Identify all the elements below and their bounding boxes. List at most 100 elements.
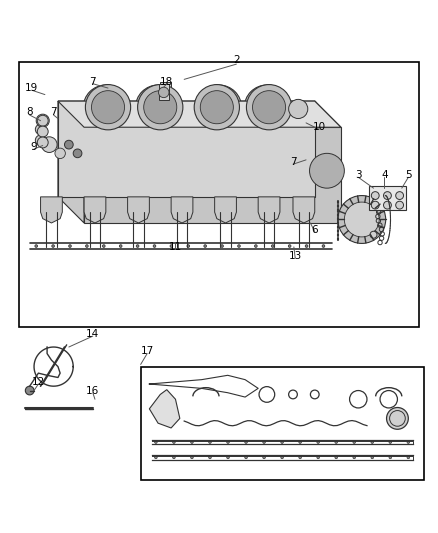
Text: 13: 13	[289, 251, 302, 261]
Circle shape	[387, 408, 408, 429]
Text: 19: 19	[25, 83, 39, 93]
Circle shape	[52, 245, 54, 247]
Polygon shape	[58, 101, 84, 223]
Circle shape	[73, 149, 82, 158]
Circle shape	[155, 441, 157, 443]
Circle shape	[170, 245, 173, 247]
Circle shape	[238, 245, 240, 247]
Circle shape	[89, 91, 122, 124]
Circle shape	[317, 456, 319, 459]
Ellipse shape	[37, 137, 48, 148]
Circle shape	[221, 245, 223, 247]
Circle shape	[353, 441, 356, 443]
Circle shape	[141, 91, 175, 124]
Circle shape	[384, 192, 391, 199]
Circle shape	[227, 441, 230, 443]
Circle shape	[202, 91, 236, 124]
Circle shape	[299, 456, 301, 459]
Circle shape	[281, 441, 283, 443]
Circle shape	[254, 245, 257, 247]
Circle shape	[247, 85, 292, 130]
Polygon shape	[258, 197, 280, 223]
Circle shape	[173, 441, 175, 443]
Circle shape	[407, 456, 410, 459]
Ellipse shape	[37, 115, 48, 126]
Polygon shape	[149, 390, 180, 428]
Ellipse shape	[37, 126, 48, 137]
Bar	[19, 62, 419, 327]
Polygon shape	[171, 197, 193, 223]
Text: 7: 7	[290, 157, 296, 167]
Circle shape	[138, 85, 183, 130]
Circle shape	[272, 245, 274, 247]
Circle shape	[159, 87, 169, 98]
Text: 2: 2	[233, 55, 240, 65]
Circle shape	[344, 202, 379, 237]
Circle shape	[135, 85, 181, 130]
Text: 18: 18	[160, 77, 173, 86]
Text: 14: 14	[86, 329, 99, 339]
Circle shape	[35, 135, 46, 146]
Circle shape	[85, 85, 131, 130]
Circle shape	[371, 456, 374, 459]
Circle shape	[288, 245, 291, 247]
Circle shape	[384, 201, 391, 209]
Circle shape	[191, 441, 193, 443]
Circle shape	[196, 85, 242, 130]
Circle shape	[371, 441, 374, 443]
Text: 3: 3	[355, 170, 362, 180]
Circle shape	[244, 85, 290, 130]
Circle shape	[200, 91, 233, 124]
Circle shape	[85, 245, 88, 247]
Circle shape	[204, 245, 206, 247]
Circle shape	[36, 114, 49, 127]
Text: 9: 9	[31, 142, 37, 152]
Polygon shape	[58, 101, 315, 197]
Circle shape	[317, 441, 319, 443]
Bar	[159, 84, 169, 100]
Circle shape	[338, 196, 386, 244]
Polygon shape	[58, 101, 315, 197]
Circle shape	[245, 456, 247, 459]
Text: 4: 4	[381, 170, 388, 180]
Circle shape	[69, 245, 71, 247]
Circle shape	[389, 456, 392, 459]
Circle shape	[194, 85, 240, 130]
Polygon shape	[84, 127, 341, 223]
Circle shape	[102, 245, 105, 247]
Circle shape	[35, 124, 46, 135]
Circle shape	[245, 441, 247, 443]
Circle shape	[144, 91, 177, 124]
Circle shape	[353, 456, 356, 459]
Text: 8: 8	[26, 107, 33, 117]
Text: 16: 16	[86, 385, 99, 395]
Circle shape	[64, 140, 73, 149]
Circle shape	[281, 456, 283, 459]
Circle shape	[136, 245, 139, 247]
Circle shape	[153, 245, 156, 247]
Circle shape	[83, 85, 128, 130]
Circle shape	[191, 456, 193, 459]
Circle shape	[55, 148, 65, 158]
Circle shape	[227, 456, 230, 459]
Circle shape	[263, 456, 265, 459]
Circle shape	[335, 441, 338, 443]
Circle shape	[299, 441, 301, 443]
Circle shape	[263, 441, 265, 443]
Text: 10: 10	[313, 122, 326, 132]
Circle shape	[92, 91, 124, 124]
Circle shape	[25, 386, 34, 395]
Circle shape	[173, 456, 175, 459]
Polygon shape	[315, 101, 341, 223]
Polygon shape	[127, 197, 149, 223]
Circle shape	[322, 245, 325, 247]
Circle shape	[120, 245, 122, 247]
Circle shape	[335, 456, 338, 459]
Bar	[160, 83, 171, 100]
Polygon shape	[293, 197, 315, 223]
Circle shape	[208, 441, 211, 443]
Text: 12: 12	[32, 377, 45, 387]
Polygon shape	[41, 197, 62, 223]
Bar	[141, 367, 424, 480]
Text: 5: 5	[405, 170, 412, 180]
